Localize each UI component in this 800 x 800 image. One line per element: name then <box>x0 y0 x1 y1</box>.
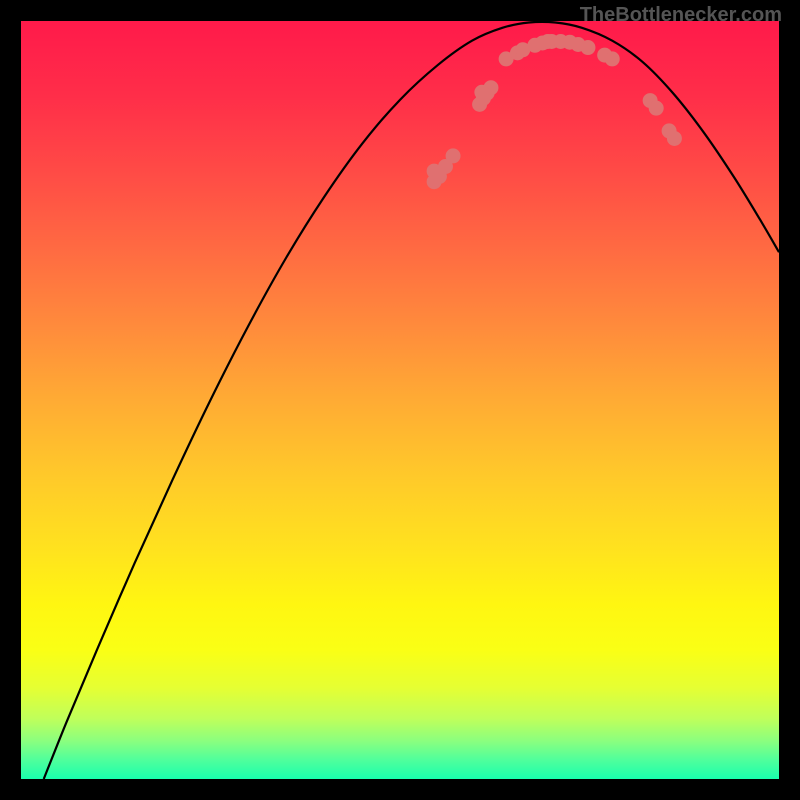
plot-area <box>21 21 779 779</box>
data-marker <box>580 40 595 55</box>
data-marker <box>605 51 620 66</box>
watermark-text: TheBottlenecker.com <box>580 4 782 27</box>
data-marker <box>474 85 489 100</box>
data-markers <box>427 34 682 189</box>
data-marker <box>540 34 555 49</box>
bottleneck-curve <box>21 21 779 779</box>
data-marker <box>446 148 461 163</box>
data-marker <box>649 101 664 116</box>
data-marker <box>667 131 682 146</box>
